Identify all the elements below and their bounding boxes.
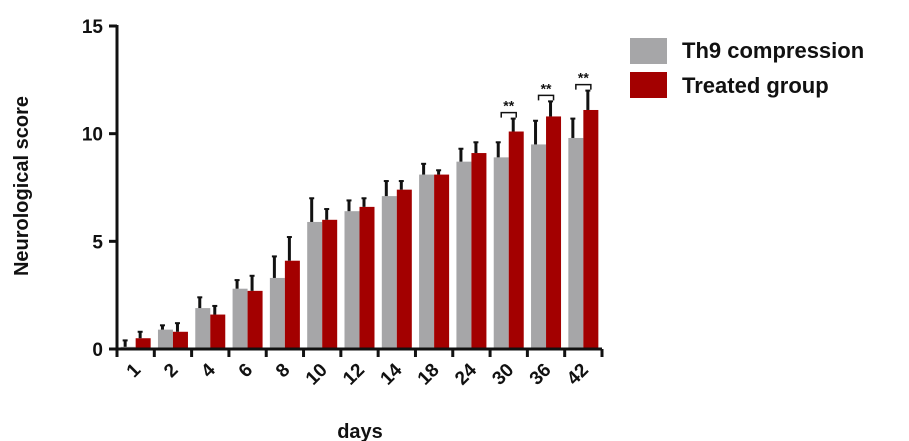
bar-th9-8 [269, 277, 285, 349]
y-axis-title: Neurological score [11, 96, 33, 276]
legend-label-treated-group: Treated group [682, 73, 829, 98]
x-axis-title: days [337, 421, 383, 441]
bar-treated-12 [359, 206, 375, 349]
significance-bracket-42 [575, 83, 592, 90]
y-tick-label-15: 15 [82, 17, 104, 38]
x-tick-label-42: 42 [563, 360, 593, 390]
bar-th9-42 [568, 137, 584, 349]
legend: Th9 compression Treated group [630, 38, 864, 98]
bar-treated-14 [396, 189, 412, 349]
bar-treated-18 [434, 174, 450, 349]
legend-swatch-th9-compression [630, 38, 667, 64]
significance-bracket-36 [537, 94, 555, 101]
x-tick-label-8: 8 [272, 360, 294, 382]
bar-th9-36 [531, 144, 547, 349]
x-tick-label-30: 30 [488, 360, 518, 390]
significance-label-36: ** [541, 80, 552, 96]
significance-label-42: ** [578, 70, 589, 86]
bar-treated-8 [284, 260, 300, 349]
x-tick-label-24: 24 [451, 359, 481, 389]
bar-treated-36 [546, 116, 562, 349]
bar-th9-10 [307, 221, 323, 349]
bar-th9-12 [344, 211, 360, 349]
x-tick-label-14: 14 [377, 359, 407, 389]
x-tick-label-2: 2 [160, 360, 182, 382]
y-tick-label-0: 0 [92, 340, 103, 361]
significance-label-30: ** [503, 98, 514, 114]
x-tick-label-6: 6 [235, 360, 257, 382]
x-tick-label-18: 18 [414, 360, 444, 390]
x-tick-label-12: 12 [339, 360, 369, 390]
bar-th9-14 [381, 196, 397, 349]
y-tick-label-10: 10 [82, 125, 103, 146]
bar-treated-4 [210, 314, 226, 349]
legend-swatch-treated-group [630, 72, 667, 98]
bar-treated-6 [247, 290, 263, 349]
x-tick-label-36: 36 [526, 360, 556, 390]
y-tick-label-5: 5 [92, 232, 103, 253]
bar-treated-42 [583, 109, 599, 349]
bar-th9-4 [195, 308, 211, 349]
significance-bracket-30 [500, 111, 517, 118]
bar-th9-18 [419, 174, 435, 349]
bar-th9-6 [232, 288, 248, 349]
x-tick-label-10: 10 [302, 360, 332, 390]
bar-treated-1 [135, 338, 151, 349]
x-tick-label-1: 1 [123, 359, 146, 382]
x-tick-label-4: 4 [197, 359, 220, 382]
legend-label-th9-compression: Th9 compression [682, 38, 864, 63]
bar-th9-30 [493, 157, 509, 349]
bar-treated-30 [508, 131, 524, 349]
bar-treated-24 [471, 153, 487, 349]
bar-treated-2 [172, 331, 188, 349]
bar-treated-10 [322, 219, 338, 349]
bar-th9-2 [157, 329, 173, 349]
bar-th9-24 [456, 161, 472, 349]
